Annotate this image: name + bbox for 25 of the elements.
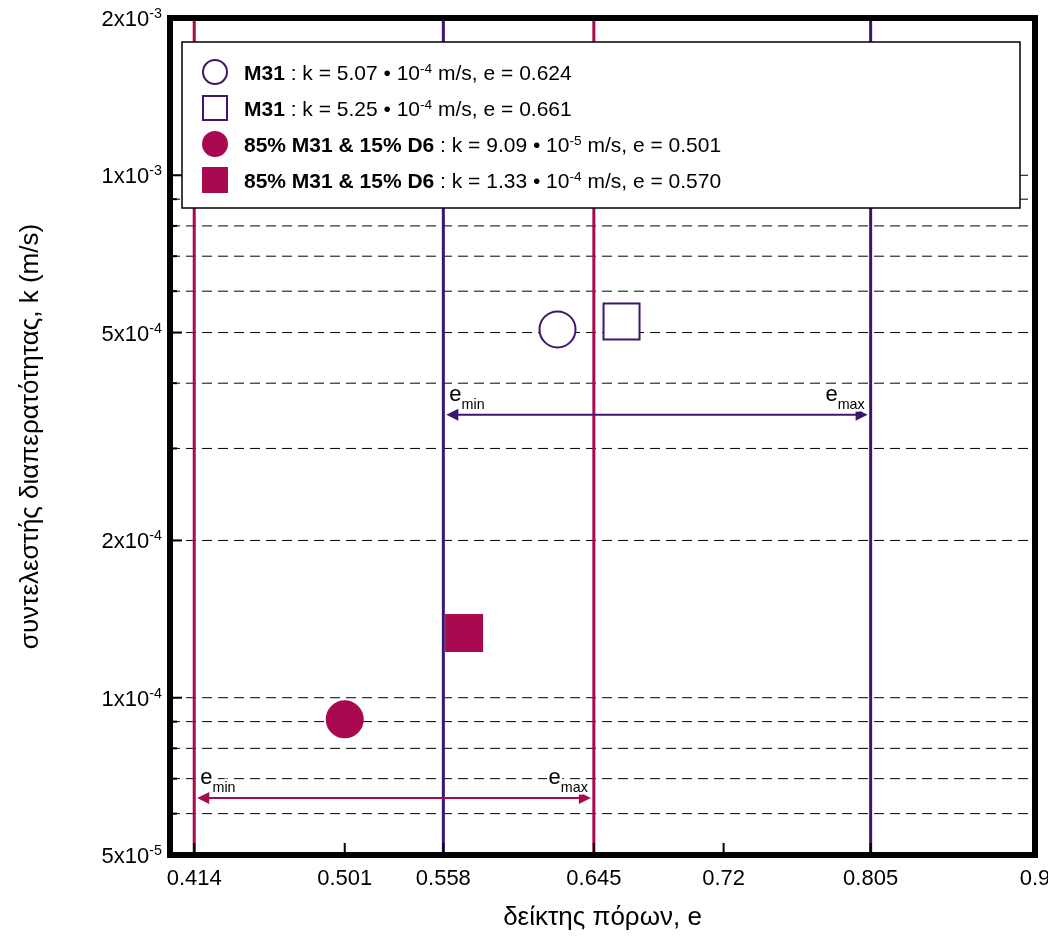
y-tick-label: 2x10$^{-4}$ — [101, 527, 163, 554]
point — [538, 310, 577, 349]
y-tick-label: 5x10$^{-5}$ — [101, 842, 163, 868]
x-tick-label: 0.645 — [566, 865, 622, 890]
legend-label: 85% M31 & 15% D6 : k = 9.09 • 10$^{-5}$ m/s, e = 0.501 — [244, 132, 722, 156]
x-tick-label: 0.558 — [415, 865, 471, 890]
x-tick-label: 0.72 — [702, 865, 746, 890]
y-tick-label: 1x10$^{-3}$ — [101, 162, 163, 189]
y-tick-label: 1x10$^{-4}$ — [101, 684, 163, 711]
legend-label: M31 : k = 5.07 • 10$^{-4}$ m/s, e = 0.624 — [244, 60, 572, 84]
y-tick-label: 5x10$^{-4}$ — [101, 319, 163, 346]
x-tick-label: 0.414 — [166, 865, 222, 890]
ref-line-label: e$_{max}$ — [548, 764, 588, 796]
ref-line-label: e$_{max}$ — [825, 380, 865, 412]
x-axis-title: δείκτης πόρων, e — [503, 901, 702, 931]
x-tick-label: 0.805 — [843, 865, 899, 890]
point — [325, 700, 364, 739]
point — [602, 302, 641, 341]
y-tick-label: 2x10$^{-3}$ — [101, 5, 163, 31]
ref-line-label: e$_{min}$ — [449, 380, 485, 412]
y-axis-title: συντελεστής διαπερατότητας, k (m/s) — [14, 223, 44, 650]
x-tick-label: 0.501 — [317, 865, 373, 890]
point — [445, 614, 484, 653]
legend-label: M31 : k = 5.25 • 10$^{-4}$ m/s, e = 0.661 — [244, 96, 572, 120]
legend-label: 85% M31 & 15% D6 : k = 1.33 • 10$^{-4}$ m/s, e = 0.570 — [244, 168, 722, 192]
